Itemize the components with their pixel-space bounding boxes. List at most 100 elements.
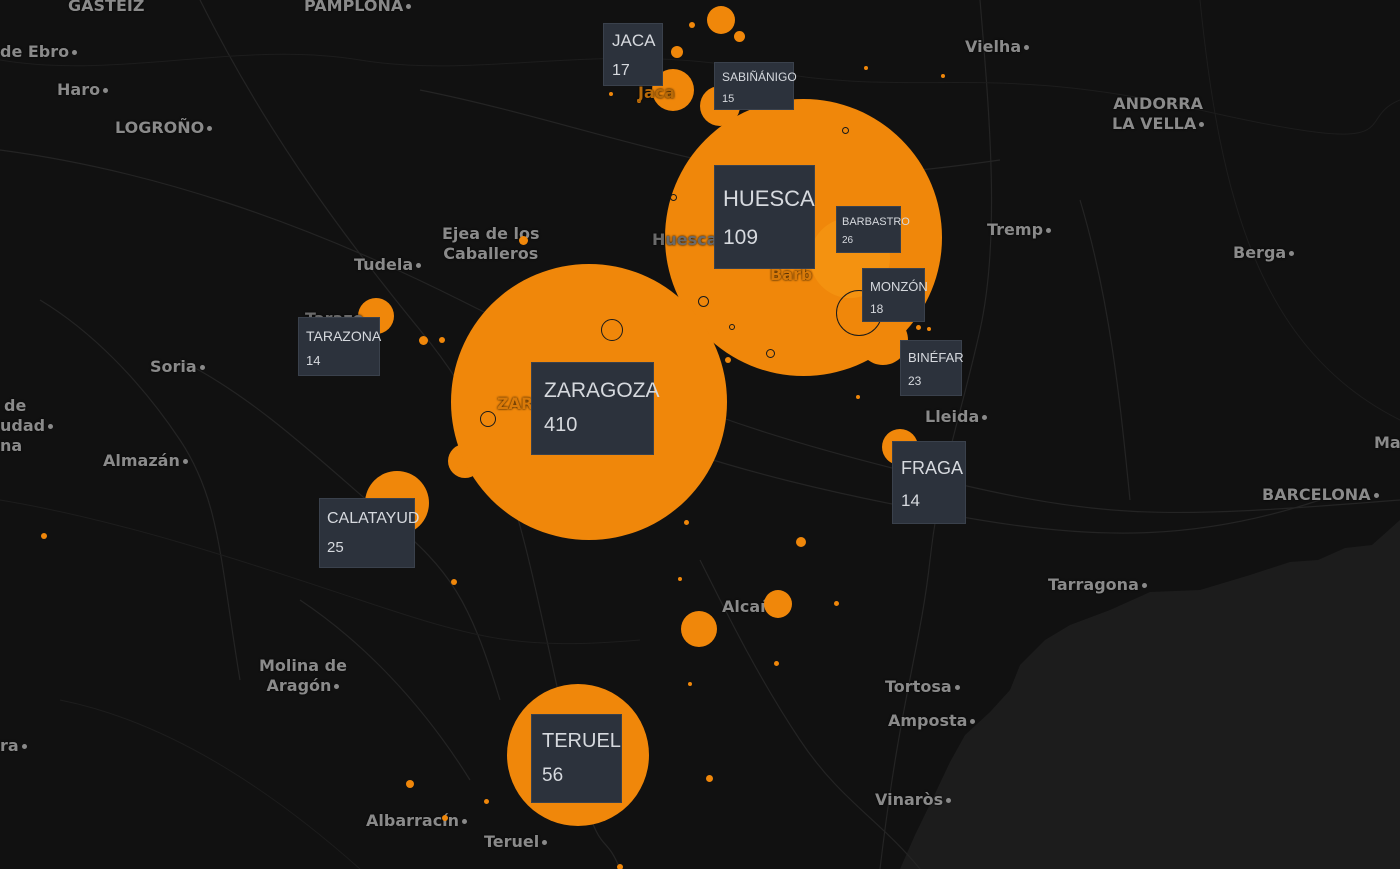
label-binefar[interactable]: BINÉFAR 23	[900, 340, 964, 396]
data-point[interactable]	[439, 337, 445, 343]
label-count: 26	[842, 235, 854, 246]
place-left-de: de	[4, 396, 27, 415]
data-point[interactable]	[609, 92, 613, 96]
place-pamplona: PAMPLONA	[304, 0, 412, 16]
ring-marker[interactable]	[729, 324, 735, 330]
place-vinaros: Vinaròs	[875, 790, 952, 810]
place-huesca: Huesca	[652, 230, 718, 249]
label-count: 56	[542, 765, 564, 786]
label-tarazona[interactable]: TARAZONA 14	[298, 317, 382, 376]
place-left-ra: ra	[0, 736, 27, 756]
data-point[interactable]	[774, 661, 779, 666]
data-point[interactable]	[684, 520, 689, 525]
bubble-alcaniz[interactable]	[764, 590, 792, 618]
label-count: 23	[908, 374, 922, 388]
data-point[interactable]	[796, 537, 806, 547]
border-line	[59, 699, 361, 869]
border-line	[0, 499, 641, 645]
place-jaca: Jaca	[638, 83, 676, 102]
ring-marker[interactable]	[480, 411, 496, 427]
data-point[interactable]	[406, 780, 414, 788]
ring-marker[interactable]	[842, 127, 849, 134]
label-zaragoza[interactable]: ZARAGOZA 410	[531, 362, 660, 455]
data-point[interactable]	[725, 357, 731, 363]
label-count: 25	[327, 539, 344, 556]
label-name: HUESCA	[723, 186, 815, 211]
data-point[interactable]	[419, 336, 428, 345]
data-point[interactable]	[856, 395, 860, 399]
label-huesca[interactable]: HUESCA 109	[714, 165, 815, 269]
bubble-caspe[interactable]	[681, 611, 717, 647]
place-ma: Ma	[1374, 433, 1400, 452]
label-count: 14	[306, 353, 321, 368]
label-sabinanigo[interactable]: SABIÑÁNIGO 15	[714, 62, 797, 110]
label-jaca[interactable]: JACA 17	[603, 23, 663, 86]
road-line	[1079, 199, 1131, 501]
place-lleida: Lleida	[925, 407, 988, 427]
data-point[interactable]	[706, 775, 713, 782]
place-tudela: Tudela	[354, 255, 422, 275]
border-line	[1199, 0, 1400, 421]
label-name: TARAZONA	[306, 328, 382, 344]
data-point[interactable]	[941, 74, 945, 78]
place-berga: Berga	[1233, 243, 1295, 263]
data-point[interactable]	[688, 682, 692, 686]
data-point[interactable]	[41, 533, 47, 539]
data-point[interactable]	[637, 99, 641, 103]
place-logrono: LOGROÑO	[115, 118, 213, 138]
label-name: FRAGA	[901, 458, 964, 478]
data-point[interactable]	[678, 577, 682, 581]
road-line	[879, 0, 993, 869]
label-count: 14	[901, 491, 920, 510]
label-name: TERUEL	[542, 730, 621, 752]
label-count: 15	[722, 93, 735, 105]
label-count: 17	[612, 62, 630, 79]
label-monzon[interactable]: MONZÓN 18	[862, 268, 928, 322]
data-point[interactable]	[442, 815, 448, 821]
data-point[interactable]	[834, 601, 839, 606]
place-left-udad: udad	[0, 416, 54, 436]
data-point[interactable]	[484, 799, 489, 804]
place-zaragoza: ZAR	[497, 394, 534, 413]
place-soria: Soria	[150, 357, 205, 377]
ring-marker[interactable]	[766, 349, 775, 358]
data-point[interactable]	[671, 46, 683, 58]
label-count: 18	[870, 302, 884, 316]
place-ejea: Ejea de los Caballeros	[442, 224, 540, 263]
label-name: BINÉFAR	[908, 350, 964, 365]
place-barcelona: BARCELONA	[1262, 485, 1379, 505]
label-count: 109	[723, 226, 759, 249]
label-name: ZARAGOZA	[544, 379, 660, 402]
ring-marker[interactable]	[601, 319, 623, 341]
place-almazan: Almazán	[103, 451, 188, 471]
label-fraga[interactable]: FRAGA 14	[892, 441, 966, 524]
bubble-jaca-area[interactable]	[707, 6, 735, 34]
place-gasteiz: GASTEIZ	[68, 0, 145, 15]
label-name: SABIÑÁNIGO	[722, 70, 797, 84]
data-point[interactable]	[734, 31, 745, 42]
place-albarracin: Albarracín	[366, 811, 468, 831]
place-tremp: Tremp	[987, 220, 1052, 240]
data-point[interactable]	[689, 22, 695, 28]
label-name: CALATAYUD	[327, 510, 420, 527]
data-point[interactable]	[916, 325, 921, 330]
data-point[interactable]	[451, 579, 457, 585]
data-point[interactable]	[927, 327, 931, 331]
data-point[interactable]	[617, 864, 623, 869]
data-point[interactable]	[519, 236, 528, 245]
place-molina: Molina de Aragón	[259, 656, 347, 695]
label-barbastro[interactable]: BARBASTRO 26	[836, 206, 910, 253]
label-name: BARBASTRO	[842, 216, 910, 228]
place-miranda: de Ebro	[0, 42, 78, 62]
road-line	[699, 559, 921, 869]
ring-marker[interactable]	[670, 194, 677, 201]
road-line	[599, 419, 1321, 534]
ring-marker[interactable]	[698, 296, 709, 307]
data-point[interactable]	[864, 66, 868, 70]
sea-area	[900, 520, 1400, 869]
road-line	[299, 599, 471, 781]
label-teruel[interactable]: TERUEL 56	[531, 714, 622, 803]
label-calatayud[interactable]: CALATAYUD 25	[319, 498, 420, 568]
